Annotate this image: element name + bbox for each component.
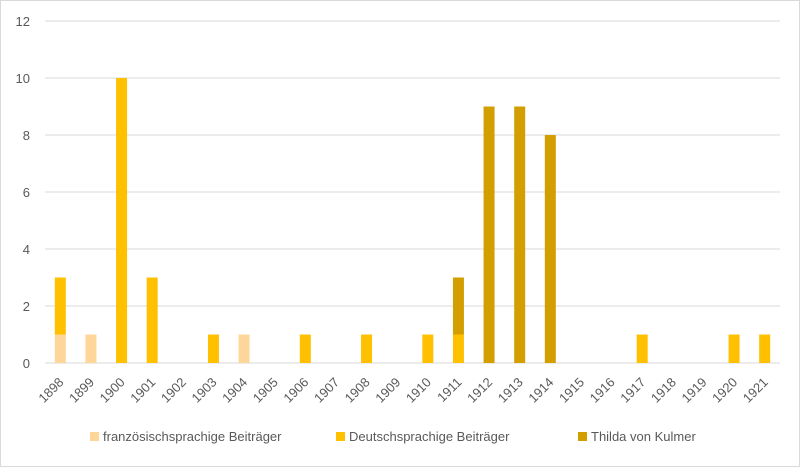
x-tick-label: 1921 bbox=[740, 375, 771, 406]
y-tick-label: 0 bbox=[23, 356, 30, 371]
legend-label: französischsprachige Beiträger bbox=[103, 429, 282, 444]
x-tick-label: 1919 bbox=[679, 375, 710, 406]
x-tick-label: 1902 bbox=[158, 375, 189, 406]
x-tick-label: 1910 bbox=[403, 375, 434, 406]
y-tick-label: 12 bbox=[16, 14, 30, 29]
bar-2-1914 bbox=[544, 135, 556, 363]
x-tick-label: 1903 bbox=[189, 375, 220, 406]
bar-1-1920 bbox=[728, 334, 740, 363]
x-tick-label: 1900 bbox=[97, 375, 128, 406]
bar-1-1908 bbox=[361, 334, 373, 363]
x-tick-label: 1899 bbox=[66, 375, 97, 406]
x-tick-label: 1911 bbox=[434, 375, 464, 405]
x-tick-label: 1904 bbox=[219, 375, 250, 406]
y-tick-label: 8 bbox=[23, 128, 30, 143]
bar-1-1917 bbox=[636, 334, 648, 363]
bar-2-1911 bbox=[452, 277, 464, 335]
x-tick-label: 1898 bbox=[35, 375, 66, 406]
legend-label: Deutschsprachige Beiträger bbox=[349, 429, 510, 444]
x-tick-label: 1912 bbox=[464, 375, 495, 406]
y-tick-label: 6 bbox=[23, 185, 30, 200]
bar-1-1901 bbox=[146, 277, 158, 363]
x-tick-label: 1906 bbox=[280, 375, 311, 406]
bar-1-1898 bbox=[54, 277, 66, 335]
y-tick-label: 4 bbox=[23, 242, 30, 257]
legend-swatch bbox=[336, 432, 345, 441]
y-tick-label: 2 bbox=[23, 299, 30, 314]
x-tick-label: 1909 bbox=[372, 375, 403, 406]
bar-2-1913 bbox=[514, 106, 526, 363]
bar-1-1910 bbox=[422, 334, 434, 363]
x-tick-label: 1920 bbox=[709, 375, 740, 406]
x-tick-label: 1915 bbox=[556, 375, 587, 406]
legend-label: Thilda von Kulmer bbox=[591, 429, 696, 444]
x-tick-label: 1907 bbox=[311, 375, 342, 406]
x-tick-label: 1917 bbox=[617, 375, 648, 406]
x-tick-label: 1908 bbox=[342, 375, 373, 406]
bar-1-1911 bbox=[452, 334, 464, 363]
legend-swatch bbox=[578, 432, 587, 441]
x-tick-label: 1913 bbox=[495, 375, 526, 406]
bar-1-1900 bbox=[116, 78, 128, 363]
y-tick-label: 10 bbox=[16, 71, 30, 86]
bar-1-1903 bbox=[207, 334, 219, 363]
x-tick-label: 1918 bbox=[648, 375, 679, 406]
bar-0-1904 bbox=[238, 334, 250, 363]
bar-2-1912 bbox=[483, 106, 495, 363]
bar-1-1921 bbox=[759, 334, 771, 363]
bar-0-1899 bbox=[85, 334, 97, 363]
x-tick-label: 1901 bbox=[127, 375, 158, 406]
x-tick-label: 1914 bbox=[525, 375, 556, 406]
x-tick-label: 1916 bbox=[587, 375, 618, 406]
legend-swatch bbox=[90, 432, 99, 441]
bar-1-1906 bbox=[299, 334, 311, 363]
x-tick-label: 1905 bbox=[250, 375, 281, 406]
bar-0-1898 bbox=[54, 334, 66, 363]
